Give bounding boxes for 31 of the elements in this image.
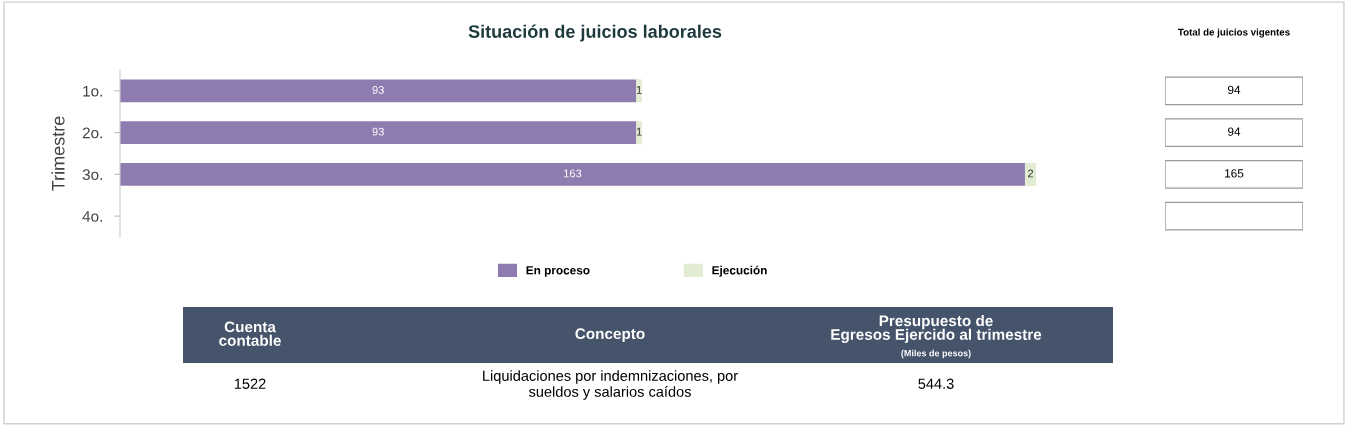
data-label: 1: [636, 86, 642, 94]
data-label: 2: [1027, 169, 1034, 178]
text: 94: [1227, 127, 1241, 136]
data-label: 93: [372, 127, 384, 136]
chart-title: Situación de juicios laborales: [468, 24, 722, 42]
data-label: 93: [372, 85, 384, 94]
bar: [120, 121, 637, 145]
legend-label: En proceso: [526, 266, 590, 277]
text: 94: [1227, 85, 1241, 95]
y-axis-title: Trimestre: [51, 116, 65, 191]
y-tick-label: 2o.: [82, 127, 102, 139]
y-tick-label: 1o.: [83, 85, 102, 97]
bar: [120, 162, 1025, 186]
text: 1522: [234, 378, 266, 389]
text: Cuenta contable: [219, 321, 281, 346]
bar: [636, 79, 642, 103]
text: 544.3: [918, 378, 954, 389]
legend-label: Ejecución: [712, 265, 767, 277]
text: Presupuesto de Egresos Ejercido al trimestre: [831, 315, 1042, 343]
text: (Miles de pesos): [901, 349, 971, 359]
data-label: 163: [564, 169, 582, 178]
text: Concepto: [575, 328, 645, 343]
y-tick-label: 3o.: [82, 169, 102, 181]
data-label: 1: [636, 127, 642, 136]
bar: [1024, 162, 1037, 186]
text: Total de juicios vigentes: [1178, 28, 1290, 38]
bar: [636, 121, 642, 145]
bar: [120, 79, 637, 103]
y-tick-label: 4o.: [82, 211, 102, 222]
text: 165: [1225, 169, 1244, 178]
text: Liquidaciones por indemnizaciones, por sueldos y salarios caídos: [483, 370, 738, 400]
